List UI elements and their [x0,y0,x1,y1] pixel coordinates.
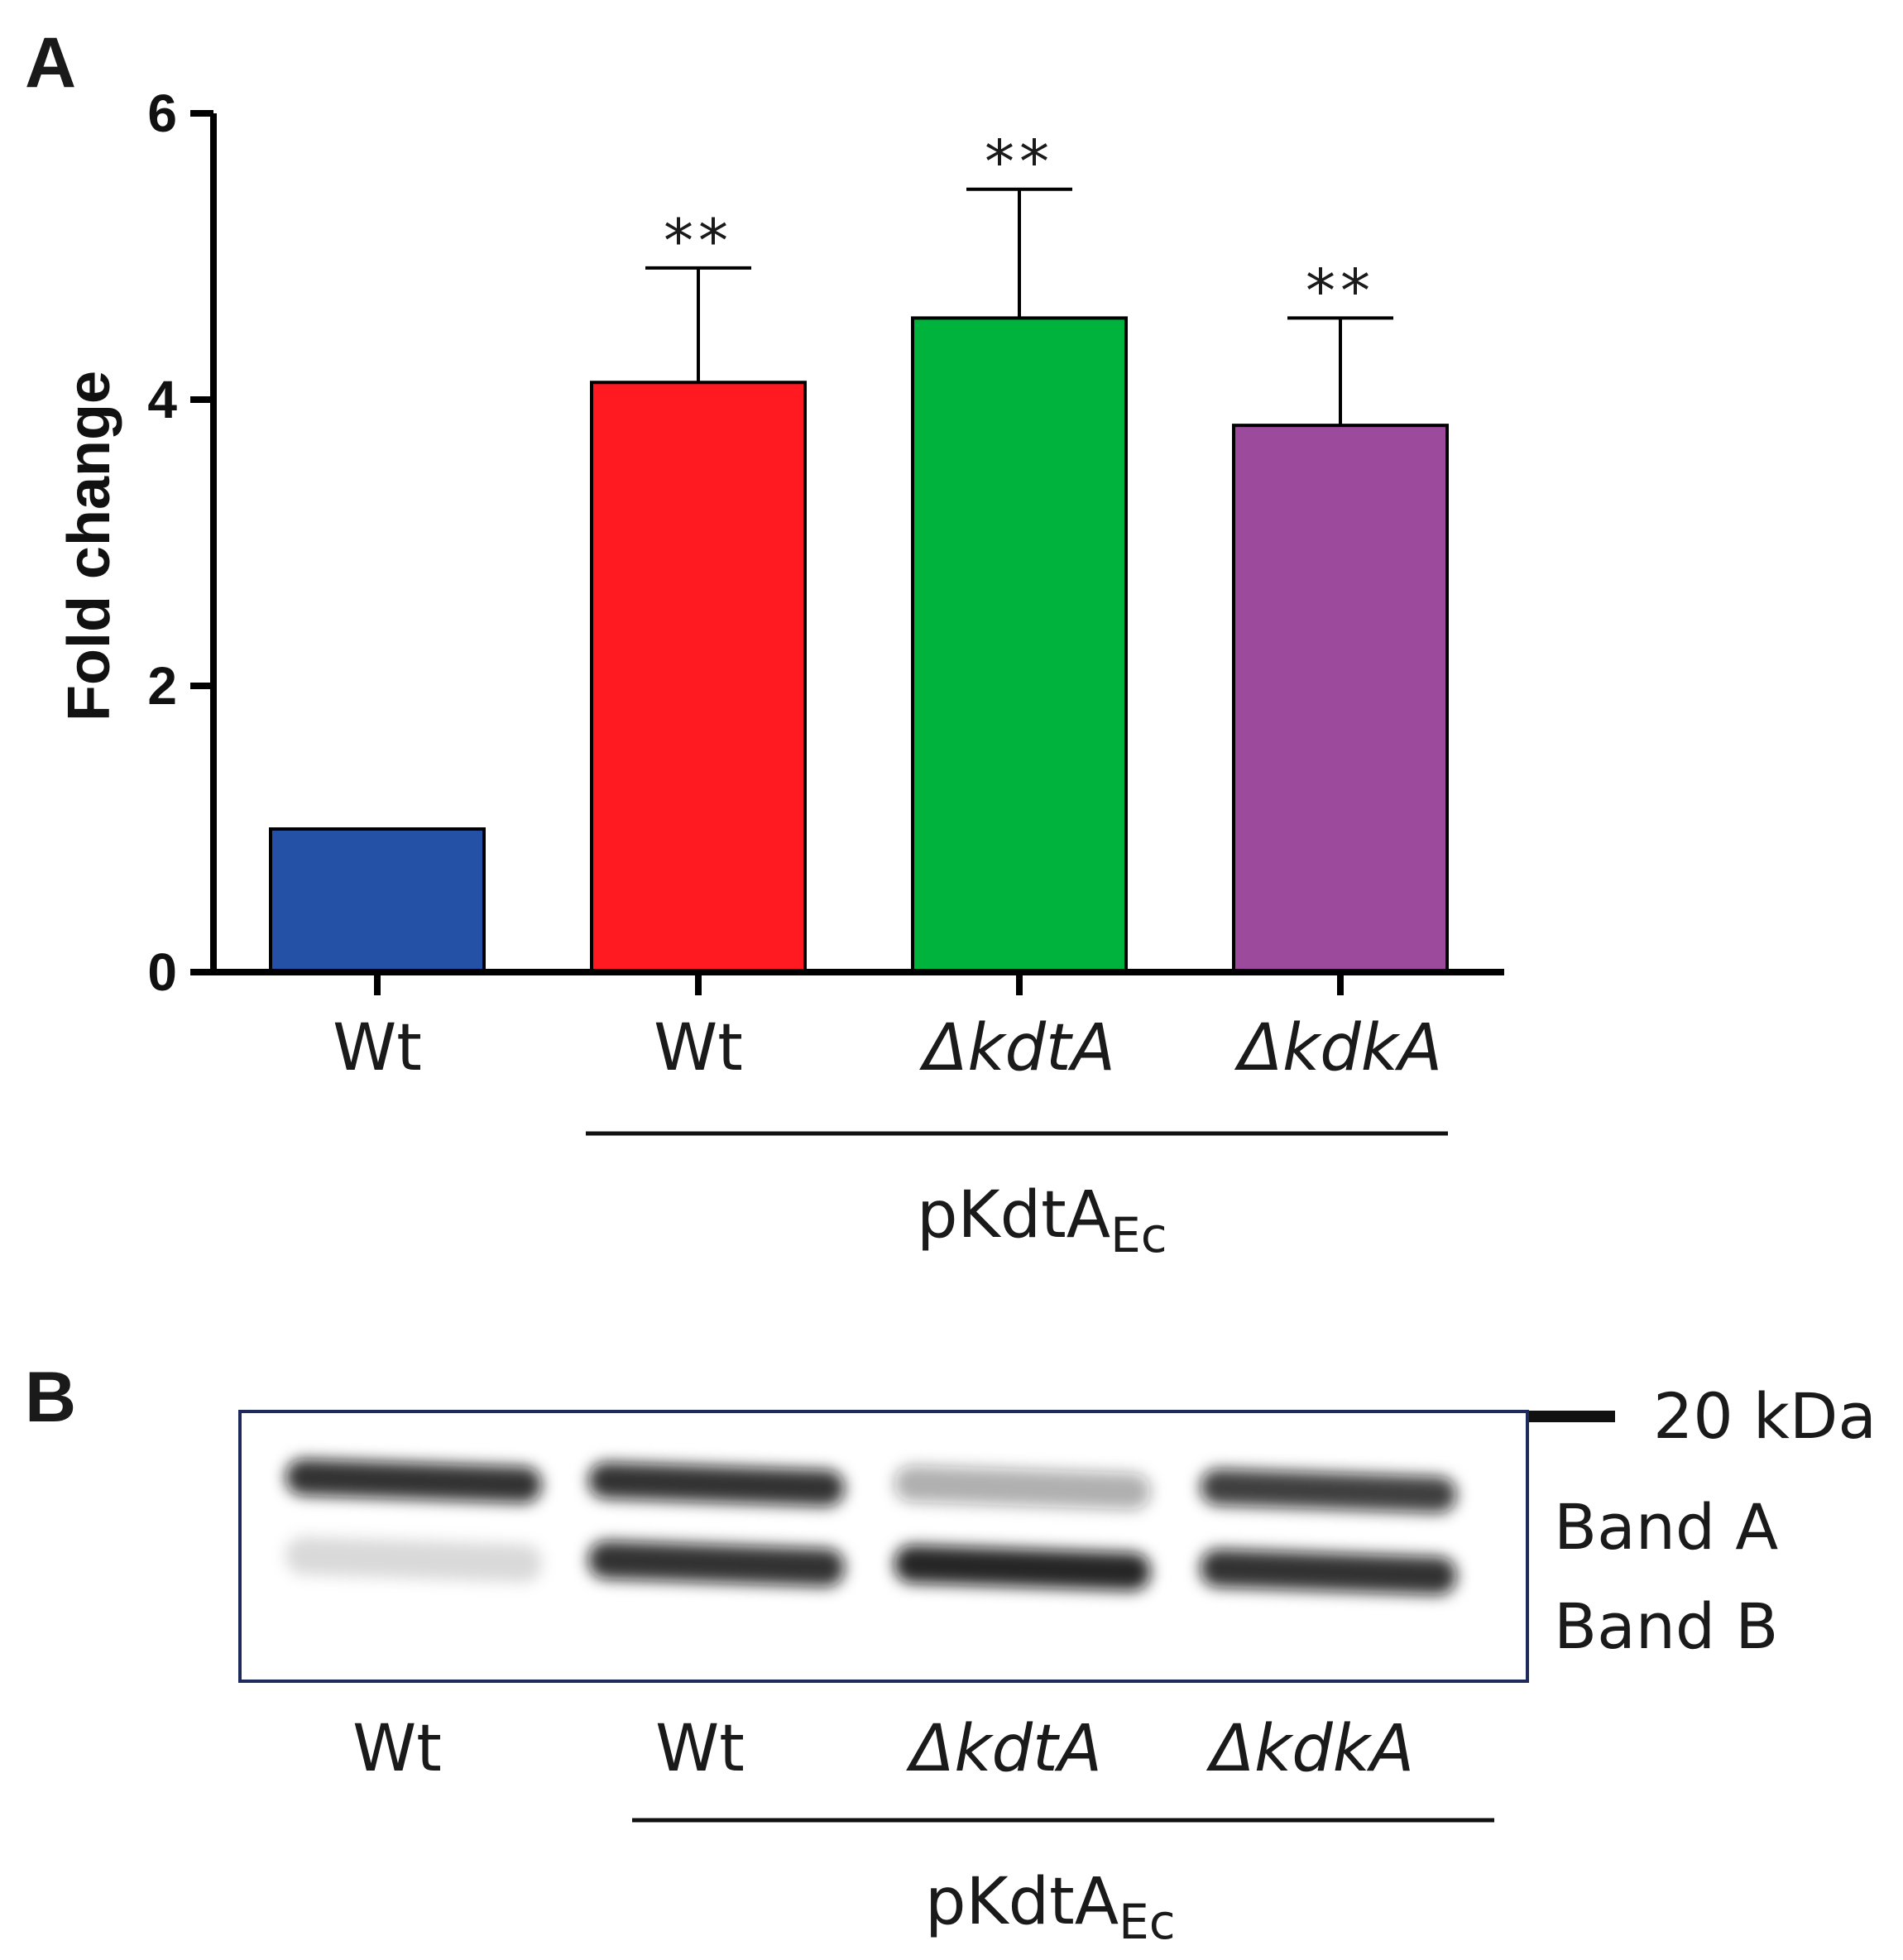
panel-a-label: A [25,23,76,103]
band-a [587,1462,845,1507]
significance-marker: ** [1306,256,1375,325]
y-tick-label: 0 [147,942,177,1002]
x-tick-label: ΔkdtA [919,1011,1115,1085]
x-tick-label: ΔkdkA [1234,1011,1443,1085]
panel-b-label: B [25,1358,76,1437]
band-a-label: Band A [1554,1490,1778,1564]
group-label-b-main: pKdtA [925,1865,1119,1939]
y-tick-label: 4 [147,370,177,429]
bar [269,827,486,974]
blot-lane-labels: Wt Wt ΔkdtA ΔkdkA [352,1712,1414,1786]
y-tick-label: 2 [147,656,177,716]
blot-lane-label: ΔkdkA [1206,1712,1415,1786]
significance-marker: ** [664,206,733,276]
band-a [285,1459,542,1503]
group-label-a-sub: Ec [1110,1207,1167,1263]
band-a [1200,1469,1457,1513]
blot-bands [285,1459,1457,1595]
band-b [1200,1549,1457,1595]
bar [590,381,807,974]
group-label-b-sub: Ec [1119,1894,1176,1950]
band-b-label: Band B [1554,1589,1778,1663]
y-tick-label: 6 [147,84,177,143]
x-tick-label: Wt [333,1011,422,1085]
y-axis-label: Fold change [56,371,122,721]
group-label-b: pKdtAEc [925,1865,1176,1950]
group-label-a: pKdtAEc [917,1178,1167,1263]
group-label-a-main: pKdtA [917,1178,1110,1253]
band-b [894,1545,1151,1591]
bar-chart: 0 2 4 6 ** ** ** Wt Wt ΔkdtA ΔkdkA [147,84,1504,1085]
band-b [587,1541,845,1587]
bars: ** ** ** [269,127,1449,974]
y-axis: 0 2 4 6 [147,84,217,1002]
blot-lane-label: ΔkdtA [906,1712,1102,1786]
bar [911,316,1128,974]
significance-marker: ** [985,127,1054,197]
band-b [285,1536,542,1583]
blot-lane-label: Wt [655,1712,745,1786]
x-tick-label: Wt [654,1011,743,1085]
x-axis: Wt Wt ΔkdtA ΔkdkA [210,969,1504,1085]
marker-label: 20 kDa [1653,1379,1877,1453]
blot-lane-label: Wt [352,1712,442,1786]
band-a [894,1465,1151,1510]
bar [1232,424,1449,974]
